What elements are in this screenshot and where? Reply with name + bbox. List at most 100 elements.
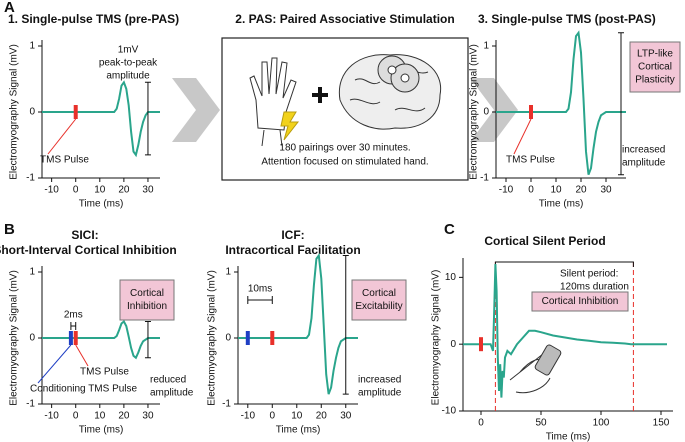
- pulse-pointer: [47, 118, 77, 155]
- annotation-box: [351, 279, 407, 321]
- y-tick-label: -1: [480, 173, 489, 184]
- amplitude-label: reduced: [150, 375, 186, 386]
- y-tick-label: -1: [222, 399, 231, 410]
- amplitude-bar: [144, 321, 151, 359]
- trace: [463, 263, 667, 398]
- y-tick-label: -1: [26, 399, 35, 410]
- y-tick-label: 0: [225, 333, 231, 344]
- y-axis-label: Electromyography Signal (mV): [9, 270, 20, 406]
- y-axis-label: Electromyography Signal (mV): [9, 44, 20, 180]
- silent-period-label: Silent period:: [560, 269, 618, 280]
- amplitude-label: increased: [622, 145, 665, 156]
- annotation-text: Cortical Inhibition: [542, 296, 619, 307]
- pulse-marker: [479, 337, 483, 352]
- chart-subtitle: Intracortical Facilitation: [225, 243, 360, 257]
- interval-label: 2ms: [64, 310, 83, 321]
- x-tick-label: 10: [291, 411, 303, 422]
- x-tick-label: 30: [142, 411, 154, 422]
- x-axis-label: Time (ms): [546, 432, 591, 442]
- x-tick-label: -10: [44, 185, 59, 196]
- annotation-box: [629, 41, 681, 93]
- x-axis-label: Time (ms): [79, 199, 124, 210]
- y-tick-label: 0: [450, 339, 456, 350]
- y-tick-label: 10: [445, 272, 457, 283]
- pulse-marker: [73, 105, 78, 119]
- x-tick-label: 50: [535, 418, 547, 429]
- trace: [42, 80, 160, 158]
- y-tick-label: 0: [29, 107, 35, 118]
- pulse-marker: [68, 331, 73, 345]
- pulse-marker: [270, 331, 275, 345]
- coil-illustration: [509, 344, 562, 394]
- pulse-marker: [529, 105, 533, 119]
- y-axis-label: Electromyography Signal (mV): [431, 270, 442, 406]
- annotation-text: Cortical: [638, 62, 672, 73]
- annotation-text: Inhibition: [127, 301, 167, 312]
- chart-title: ICF:: [281, 228, 304, 242]
- amplitude-label: increased: [358, 375, 401, 386]
- pulse-marker: [245, 331, 250, 345]
- trace: [42, 319, 160, 360]
- x-tick-label: 10: [550, 185, 562, 196]
- annotation-box: [119, 279, 175, 321]
- amplitude-label: amplitude: [358, 388, 402, 399]
- annotation-box: [531, 291, 629, 312]
- amplitude-label: 1mV: [118, 45, 139, 56]
- pas-title: 2. PAS: Paired Associative Stimulation: [235, 12, 454, 26]
- pulse-label: TMS Pulse: [506, 155, 555, 166]
- amplitude-bar: [342, 255, 349, 395]
- x-tick-label: 20: [575, 185, 587, 196]
- x-tick-label: 100: [593, 418, 610, 429]
- x-tick-label: 30: [600, 185, 612, 196]
- trace: [238, 252, 358, 395]
- y-tick-label: 0: [29, 333, 35, 344]
- x-tick-label: 30: [142, 185, 154, 196]
- pulse-marker: [73, 331, 78, 345]
- pulse-pointer: [75, 344, 89, 367]
- arrow: [172, 78, 220, 142]
- amplitude-bar: [618, 32, 624, 176]
- x-tick-label: -10: [44, 411, 59, 422]
- amplitude-label: amplitude: [106, 71, 150, 82]
- silent-period-bracket: [494, 261, 634, 267]
- pas-caption: Attention focused on stimulated hand.: [261, 157, 428, 168]
- annotation-text: Excitability: [355, 301, 402, 312]
- chart-subtitle: Short-Interval Cortical Inhibition: [0, 243, 177, 257]
- chart-title: Cortical Silent Period: [484, 234, 605, 248]
- y-tick-label: 1: [483, 41, 489, 52]
- x-tick-label: 0: [73, 411, 79, 422]
- x-tick-label: -10: [499, 185, 514, 196]
- x-axis-label: Time (ms): [539, 199, 584, 210]
- x-axis-label: Time (ms): [79, 425, 124, 436]
- x-tick-label: 0: [73, 185, 79, 196]
- trace: [496, 30, 626, 176]
- x-tick-label: 0: [270, 411, 276, 422]
- panel-label: C: [444, 221, 455, 238]
- annotation-text: Plasticity: [635, 75, 674, 86]
- pas-caption: 180 pairings over 30 minutes.: [279, 143, 410, 154]
- chart-title: 3. Single-pulse TMS (post-PAS): [478, 12, 656, 26]
- y-tick-label: 1: [29, 267, 35, 278]
- x-tick-label: 0: [528, 185, 534, 196]
- pulse-label: TMS Pulse: [80, 367, 129, 378]
- pulse-pointer: [37, 344, 72, 384]
- x-tick-label: -10: [241, 411, 256, 422]
- x-tick-label: 20: [118, 185, 130, 196]
- hand-illustration: [249, 57, 300, 147]
- annotation-text: Cortical: [362, 288, 396, 299]
- x-tick-label: 30: [340, 411, 352, 422]
- pulse-pointer: [513, 118, 532, 155]
- interval-bracket: [247, 296, 273, 304]
- chart-title: SICI:: [71, 228, 98, 242]
- pulse-label: Conditioning TMS Pulse: [30, 384, 138, 395]
- amplitude-bar: [144, 81, 151, 156]
- x-tick-label: 10: [94, 411, 106, 422]
- x-tick-label: 150: [653, 418, 670, 429]
- arrow: [470, 78, 518, 142]
- x-tick-label: 0: [478, 418, 484, 429]
- amplitude-label: amplitude: [622, 158, 666, 169]
- brain-illustration: [338, 54, 442, 130]
- interval-label: 10ms: [248, 284, 272, 295]
- x-tick-label: 10: [94, 185, 106, 196]
